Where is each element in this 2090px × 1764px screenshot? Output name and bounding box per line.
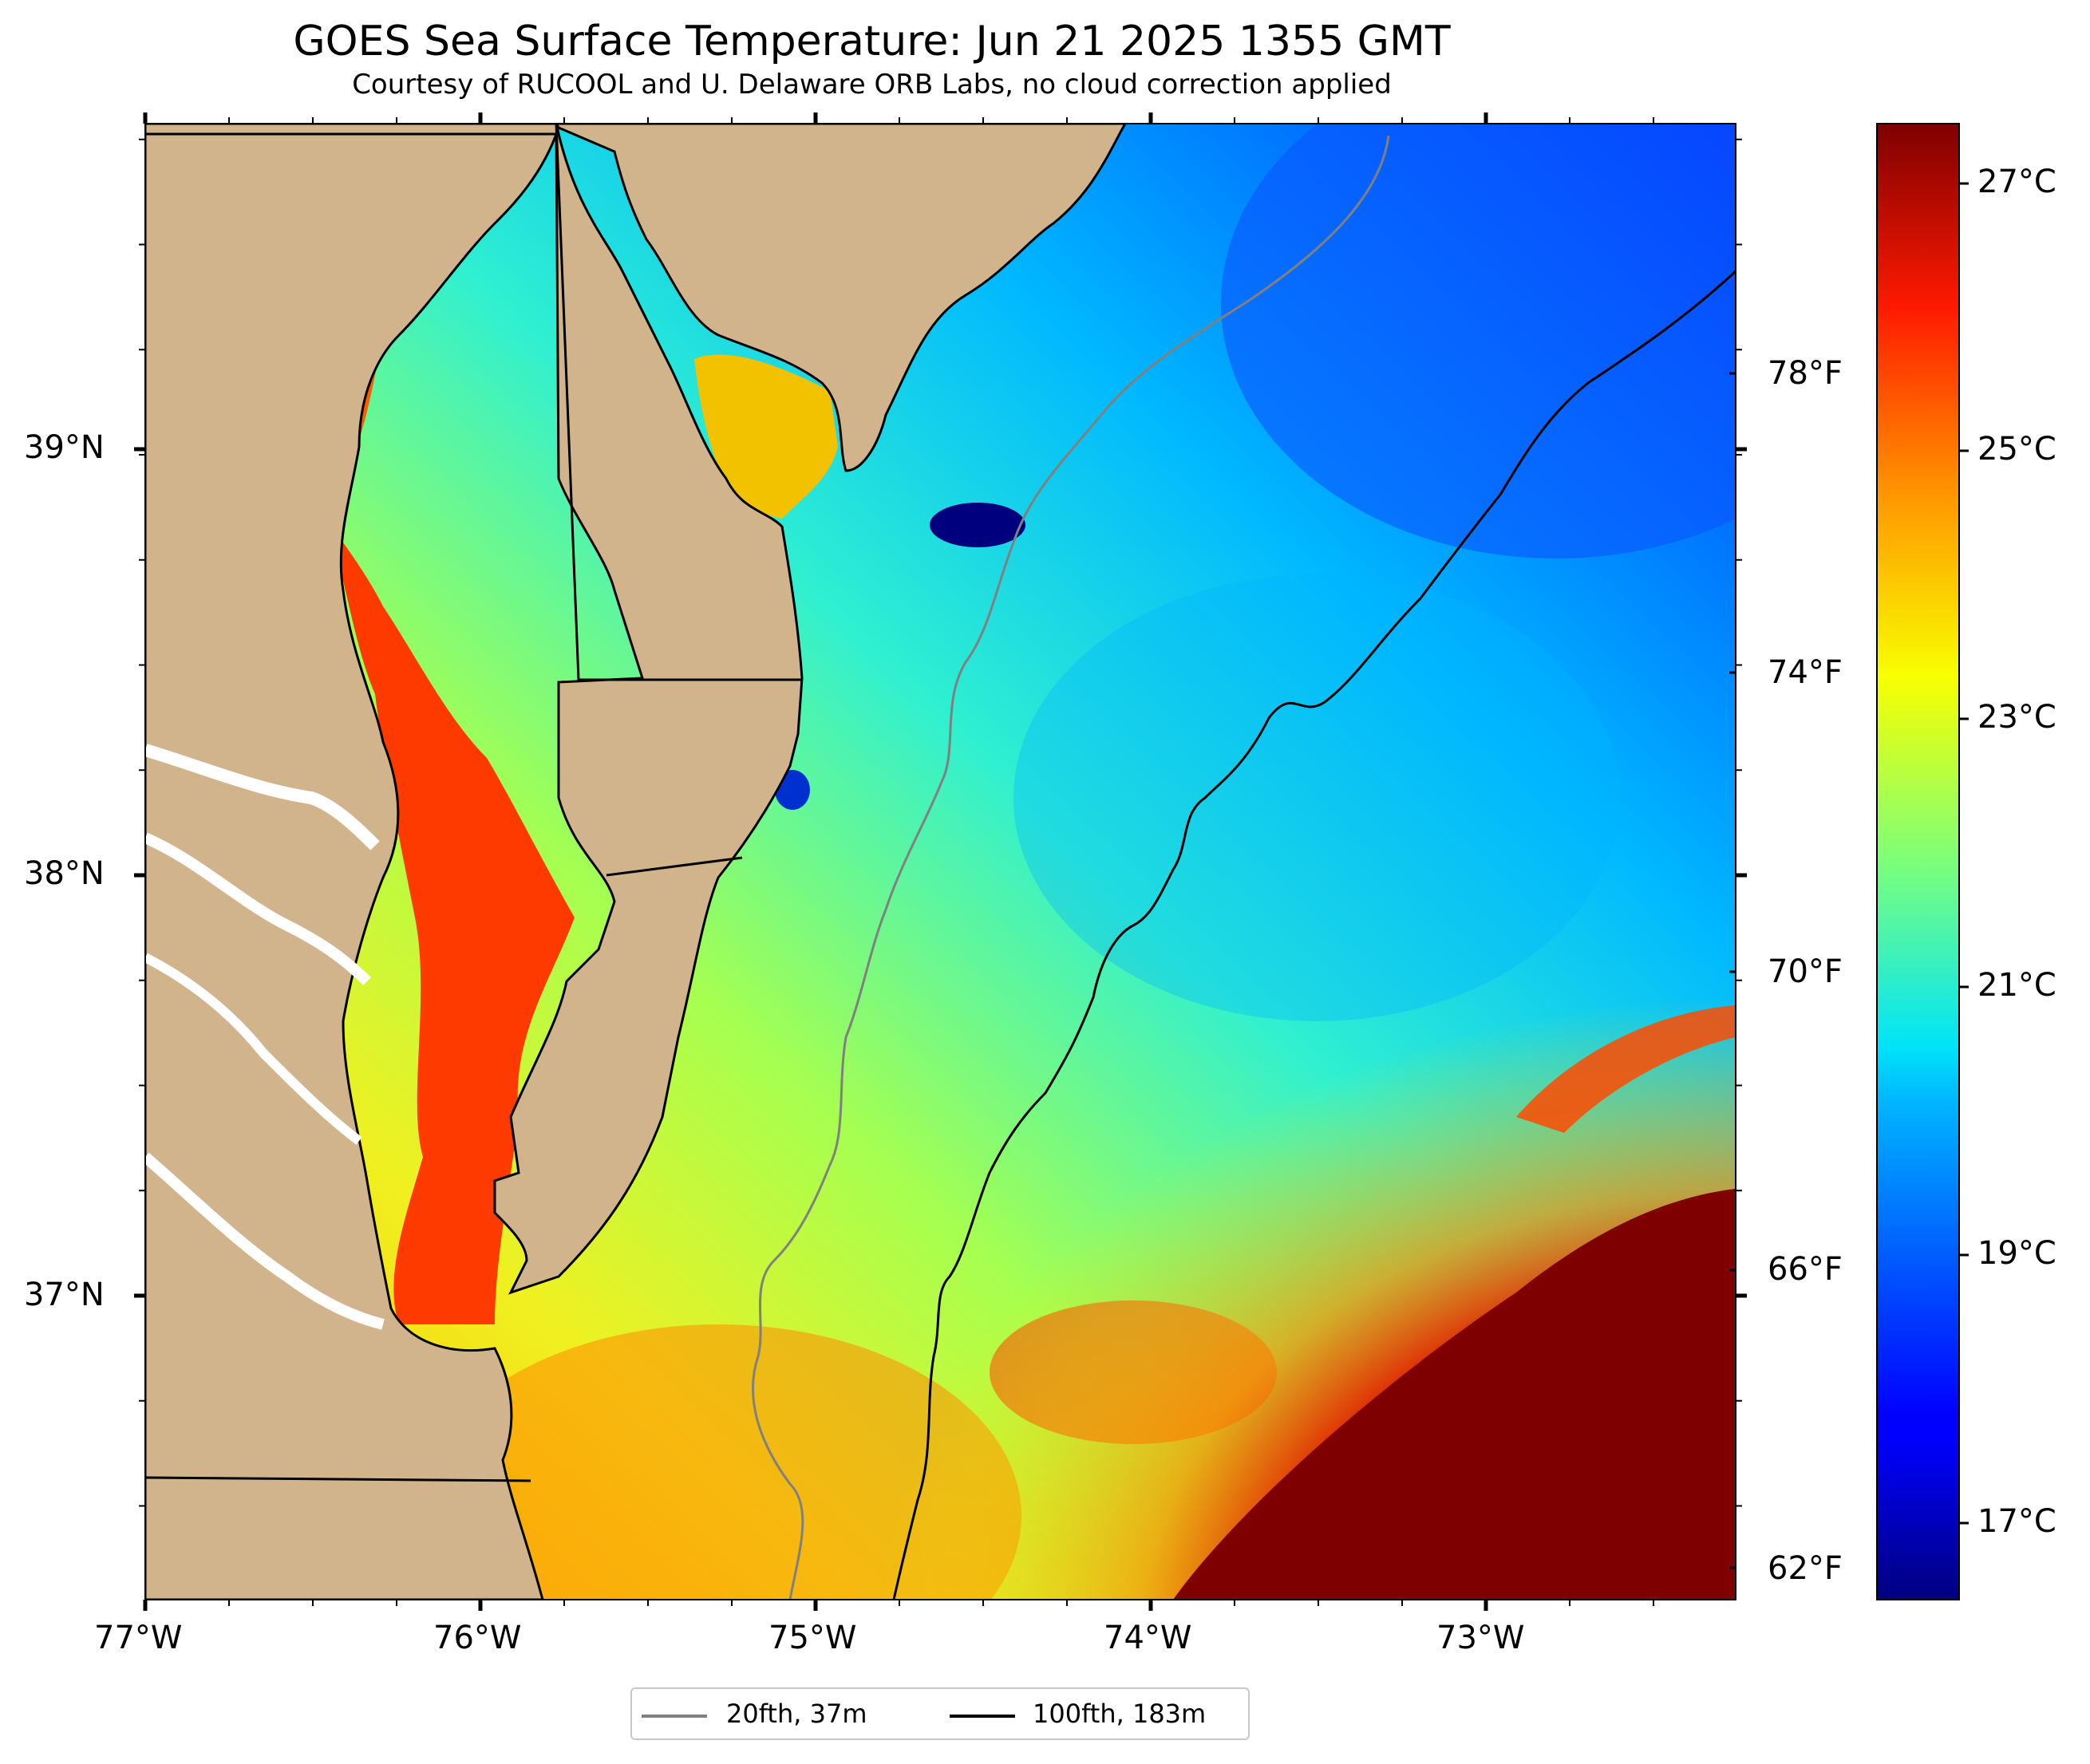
x-tick-label-77w: 77°W	[94, 1620, 183, 1656]
delmarva-land	[493, 124, 804, 1295]
cool-region-northeast	[1221, 124, 1736, 558]
y-tick-label-38n: 38°N	[24, 855, 105, 892]
colorbar	[1876, 123, 1960, 1600]
state-border-md-va	[606, 856, 743, 877]
james-river	[145, 1152, 385, 1330]
isobath-100fth	[892, 270, 1736, 1600]
warm-filament	[1516, 1005, 1736, 1133]
fahrenheit-label-78: 78°F	[1768, 355, 1843, 392]
colorbar-label-21c: 21°C	[1977, 967, 2056, 1004]
state-border-md-de	[555, 124, 802, 681]
y-tick-label-39n: 39°N	[24, 429, 105, 466]
map-area	[145, 124, 1736, 1600]
cold-patch	[930, 503, 1025, 547]
potomac-river	[145, 744, 380, 850]
legend-label-100fth: 100fth, 183m	[1033, 1699, 1207, 1729]
fahrenheit-label-70: 70°F	[1768, 953, 1843, 990]
fahrenheit-label-74: 74°F	[1768, 654, 1843, 691]
state-border-va-nc	[145, 1476, 531, 1482]
isobath-legend: 20fth, 37m 100fth, 183m	[630, 1687, 1250, 1740]
isobath-20fth	[752, 135, 1390, 1600]
legend-line-20fth	[642, 1715, 707, 1718]
delaware-bay-water	[694, 354, 838, 519]
x-tick-label-76w: 76°W	[433, 1620, 522, 1656]
legend-line-100fth	[950, 1715, 1015, 1718]
map-frame	[144, 123, 1736, 1600]
axis-ticks	[134, 112, 1969, 1611]
gulf-stream-core	[1173, 1189, 1736, 1600]
chart-subtitle: Courtesy of RUCOOL and U. Delaware ORB L…	[352, 69, 1392, 101]
colorbar-label-25c: 25°C	[1977, 431, 2056, 468]
cool-region-mid	[1013, 574, 1620, 1021]
colorbar-label-27c: 27°C	[1977, 164, 2056, 200]
western-shore-land	[145, 124, 560, 1600]
fahrenheit-label-62: 62°F	[1768, 1550, 1843, 1587]
warm-region-southwest	[415, 1324, 1021, 1600]
chart-title: GOES Sea Surface Temperature: Jun 21 202…	[293, 18, 1451, 65]
colorbar-label-23c: 23°C	[1977, 699, 2056, 736]
x-tick-label-74w: 74°W	[1104, 1620, 1192, 1656]
y-tick-label-37n: 37°N	[24, 1277, 105, 1313]
x-tick-label-73w: 73°W	[1436, 1620, 1525, 1656]
colorbar-label-19c: 19°C	[1977, 1235, 2056, 1272]
legend-label-20fth: 20fth, 37m	[726, 1699, 867, 1729]
colorbar-label-17c: 17°C	[1977, 1503, 2056, 1540]
x-tick-label-75w: 75°W	[768, 1620, 857, 1656]
rappahannock-river	[145, 832, 371, 985]
york-river	[145, 953, 362, 1145]
fahrenheit-label-66: 66°F	[1768, 1251, 1843, 1288]
new-jersey-land	[555, 124, 1127, 472]
